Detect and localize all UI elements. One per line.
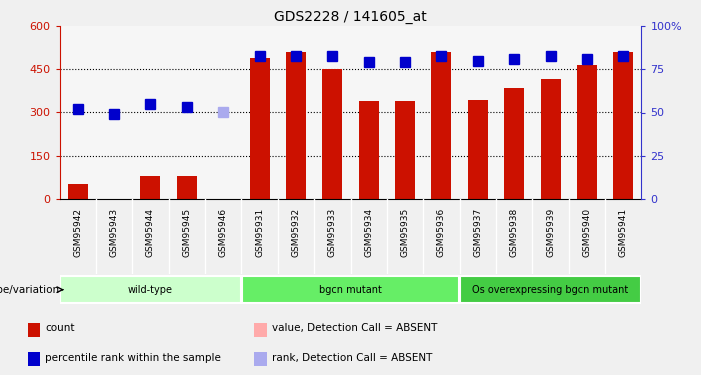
Bar xyxy=(169,26,205,199)
Bar xyxy=(205,26,241,199)
Bar xyxy=(250,58,270,199)
Bar xyxy=(241,26,278,199)
Bar xyxy=(532,26,569,199)
Text: GSM95941: GSM95941 xyxy=(619,208,627,257)
Bar xyxy=(132,26,169,199)
Bar xyxy=(254,352,267,366)
Bar xyxy=(540,80,561,199)
Text: value, Detection Call = ABSENT: value, Detection Call = ABSENT xyxy=(272,323,437,333)
Bar xyxy=(68,184,88,199)
Bar xyxy=(423,26,460,199)
Bar xyxy=(359,101,379,199)
Text: GSM95943: GSM95943 xyxy=(109,208,118,257)
Text: GSM95932: GSM95932 xyxy=(292,208,301,257)
Text: wild-type: wild-type xyxy=(128,285,173,295)
Bar xyxy=(314,26,350,199)
Text: GSM95938: GSM95938 xyxy=(510,208,519,257)
Bar xyxy=(96,26,132,199)
Bar xyxy=(431,52,451,199)
Bar xyxy=(28,352,40,366)
Text: GSM95942: GSM95942 xyxy=(74,208,82,257)
Text: GSM95936: GSM95936 xyxy=(437,208,446,257)
Bar xyxy=(387,26,423,199)
Text: GSM95935: GSM95935 xyxy=(400,208,409,257)
Bar xyxy=(322,69,342,199)
Bar xyxy=(461,276,641,303)
Bar xyxy=(254,322,267,337)
Text: rank, Detection Call = ABSENT: rank, Detection Call = ABSENT xyxy=(272,353,432,363)
Text: Os overexpressing bgcn mutant: Os overexpressing bgcn mutant xyxy=(472,285,629,295)
Bar xyxy=(605,26,641,199)
Text: GSM95931: GSM95931 xyxy=(255,208,264,257)
Bar xyxy=(278,26,314,199)
Text: genotype/variation: genotype/variation xyxy=(0,285,60,295)
Text: GSM95940: GSM95940 xyxy=(583,208,592,257)
Text: GSM95933: GSM95933 xyxy=(328,208,336,257)
Bar xyxy=(613,52,633,199)
Bar xyxy=(496,26,532,199)
Text: GSM95937: GSM95937 xyxy=(473,208,482,257)
Bar xyxy=(60,26,96,199)
Title: GDS2228 / 141605_at: GDS2228 / 141605_at xyxy=(274,10,427,24)
Bar xyxy=(504,88,524,199)
Bar xyxy=(577,65,597,199)
Bar xyxy=(286,52,306,199)
Bar xyxy=(460,26,496,199)
Text: bgcn mutant: bgcn mutant xyxy=(319,285,382,295)
Text: count: count xyxy=(45,323,74,333)
Bar xyxy=(569,26,605,199)
Bar xyxy=(242,276,459,303)
Text: GSM95934: GSM95934 xyxy=(365,208,373,257)
Bar xyxy=(28,322,40,337)
Bar xyxy=(468,100,488,199)
Text: GSM95939: GSM95939 xyxy=(546,208,555,257)
Text: GSM95944: GSM95944 xyxy=(146,208,155,257)
Bar xyxy=(140,176,161,199)
Bar xyxy=(395,101,415,199)
Text: GSM95946: GSM95946 xyxy=(219,208,228,257)
Bar xyxy=(60,276,240,303)
Text: percentile rank within the sample: percentile rank within the sample xyxy=(45,353,221,363)
Text: GSM95945: GSM95945 xyxy=(182,208,191,257)
Bar xyxy=(177,176,197,199)
Bar xyxy=(350,26,387,199)
